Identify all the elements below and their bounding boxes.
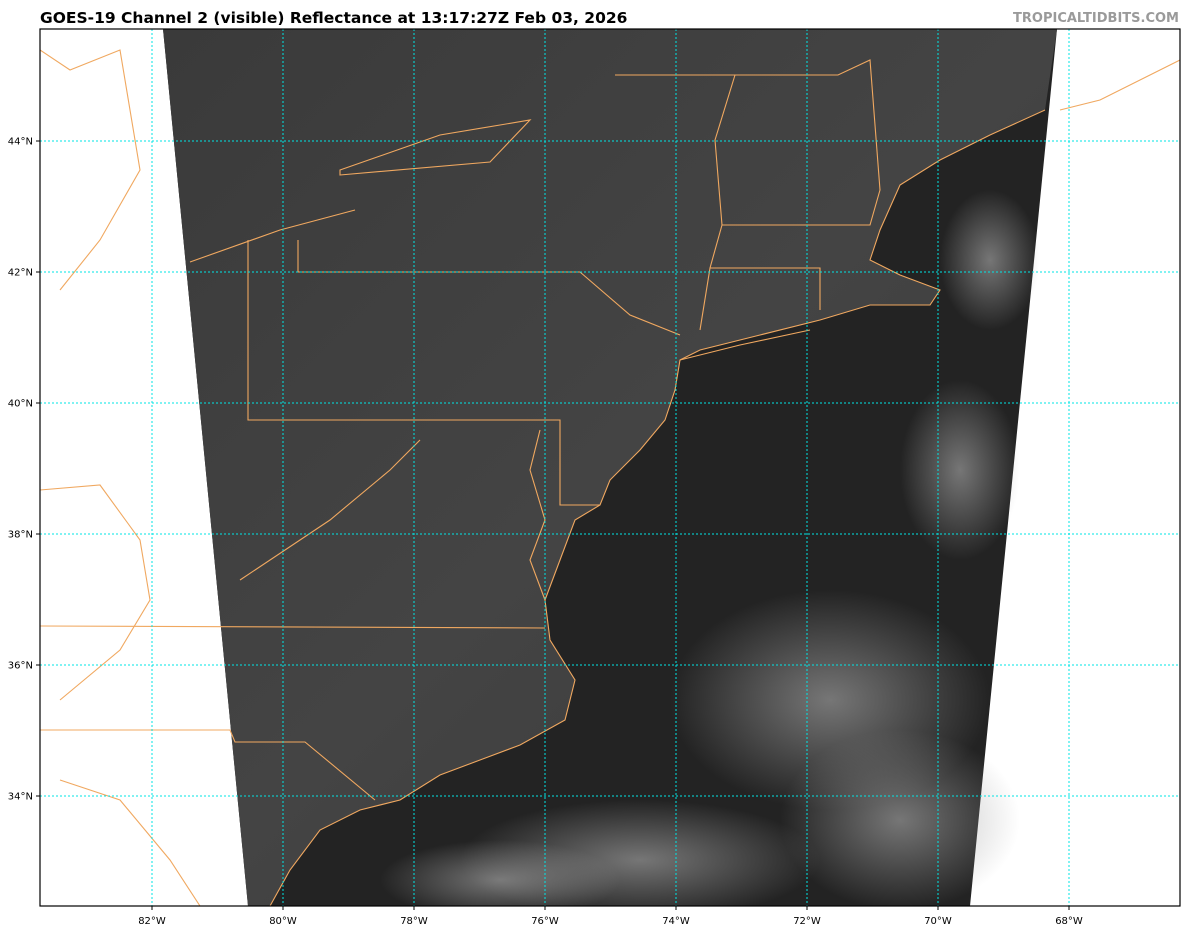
lon-label: 80°W	[269, 916, 297, 927]
lat-label: 38°N	[8, 530, 33, 541]
lon-label: 78°W	[400, 916, 428, 927]
lon-label: 74°W	[662, 916, 690, 927]
lon-label: 82°W	[138, 916, 166, 927]
graticule	[40, 29, 1180, 906]
lat-label: 36°N	[8, 661, 33, 672]
axis-ticks: 44°N 42°N 40°N 38°N 36°N 34°N 82°W 80°W 78°W 76°W…	[8, 137, 1083, 928]
map-frame	[39, 28, 1181, 907]
lon-label: 72°W	[793, 916, 821, 927]
coastlines-borders	[40, 49, 1180, 906]
cloud-field	[380, 190, 1040, 906]
site-credit: TROPICALTIDBITS.COM	[1013, 11, 1179, 26]
lon-label: 76°W	[531, 916, 559, 927]
map-title: GOES-19 Channel 2 (visible) Reflectance …	[40, 9, 628, 27]
lon-label: 68°W	[1055, 916, 1083, 927]
lon-label: 70°W	[924, 916, 952, 927]
lat-label: 44°N	[8, 137, 33, 148]
lat-label: 40°N	[8, 399, 33, 410]
lat-label: 34°N	[8, 792, 33, 803]
land-imagery	[163, 29, 1057, 906]
lat-label: 42°N	[8, 268, 33, 279]
